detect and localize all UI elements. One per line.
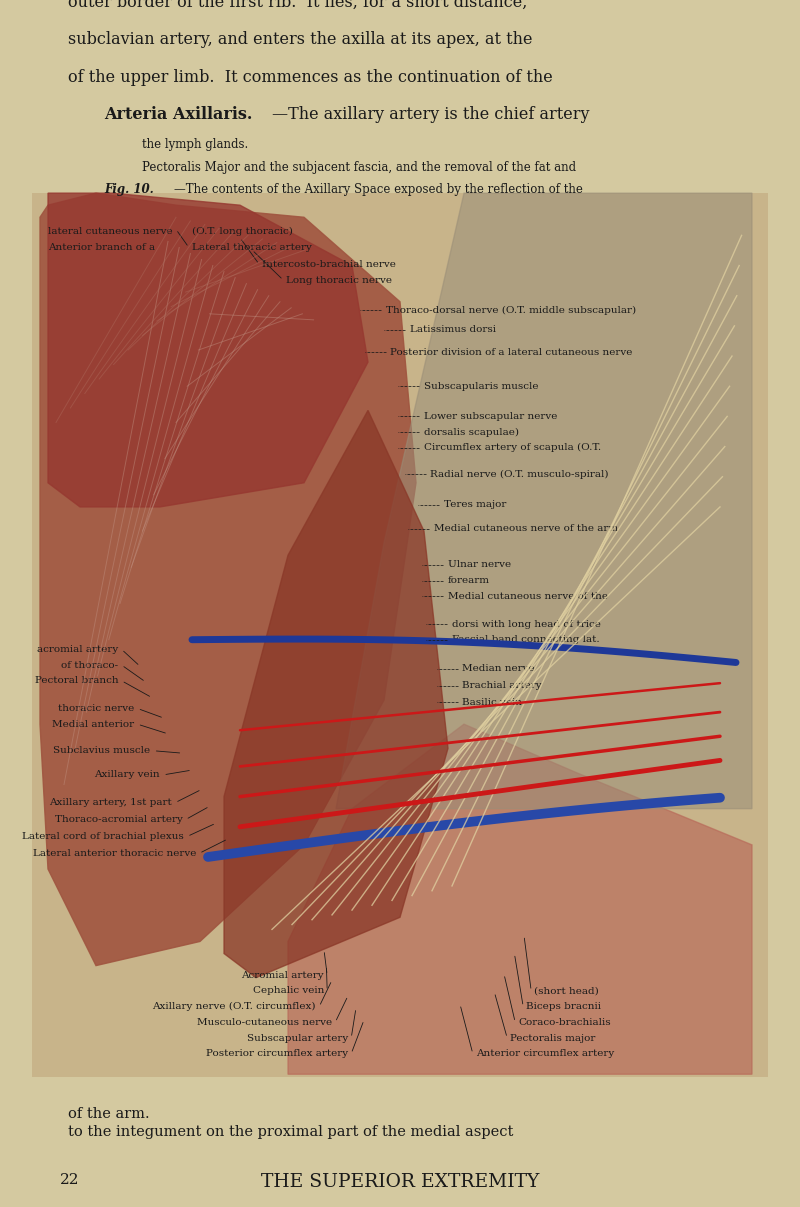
Text: Medial cutaneous nerve of the: Medial cutaneous nerve of the: [448, 591, 608, 601]
Polygon shape: [288, 724, 752, 1074]
Text: Coraco-brachialis: Coraco-brachialis: [518, 1018, 611, 1027]
Text: Lateral cord of brachial plexus: Lateral cord of brachial plexus: [22, 832, 184, 841]
Text: Pectoralis major: Pectoralis major: [510, 1033, 596, 1043]
Text: Fascial band connecting lat.: Fascial band connecting lat.: [452, 635, 600, 645]
Text: thoracic nerve: thoracic nerve: [58, 704, 134, 713]
Text: Anterior circumflex artery: Anterior circumflex artery: [476, 1049, 614, 1059]
Text: subclavian artery, and enters the axilla at its apex, at the: subclavian artery, and enters the axilla…: [68, 31, 533, 48]
Text: dorsalis scapulae): dorsalis scapulae): [424, 427, 519, 437]
Polygon shape: [336, 193, 752, 809]
Text: Median nerve: Median nerve: [462, 664, 535, 674]
Polygon shape: [48, 193, 368, 507]
Text: Lower subscapular nerve: Lower subscapular nerve: [424, 412, 558, 421]
Text: forearm: forearm: [448, 576, 490, 585]
Text: —The contents of the Axillary Space exposed by the reflection of the: —The contents of the Axillary Space expo…: [174, 183, 583, 197]
Text: Axillary vein: Axillary vein: [94, 770, 160, 780]
Text: Cephalic vein: Cephalic vein: [253, 986, 324, 996]
Text: the lymph glands.: the lymph glands.: [142, 138, 249, 151]
Polygon shape: [40, 193, 416, 966]
Text: Musculo-cutaneous nerve: Musculo-cutaneous nerve: [197, 1018, 332, 1027]
Text: Thoraco-dorsal nerve (O.T. middle subscapular): Thoraco-dorsal nerve (O.T. middle subsca…: [386, 305, 636, 315]
Text: Anterior branch of a: Anterior branch of a: [48, 243, 155, 252]
Text: outer border of the first rib.  It lies, for a short distance,: outer border of the first rib. It lies, …: [68, 0, 527, 11]
Text: dorsi with long head of trice: dorsi with long head of trice: [452, 619, 601, 629]
Text: Arteria Axillaris.: Arteria Axillaris.: [104, 106, 252, 123]
Text: Radial nerve (O.T. musculo-spiral): Radial nerve (O.T. musculo-spiral): [430, 470, 609, 479]
Text: Axillary artery, 1st part: Axillary artery, 1st part: [50, 798, 172, 807]
Text: Teres major: Teres major: [444, 500, 506, 509]
Text: Long thoracic nerve: Long thoracic nerve: [286, 275, 392, 285]
Text: Lateral anterior thoracic nerve: Lateral anterior thoracic nerve: [33, 849, 196, 858]
Text: (short head): (short head): [534, 986, 599, 996]
Text: Intercosto-brachial nerve: Intercosto-brachial nerve: [262, 260, 396, 269]
Text: Lateral thoracic artery: Lateral thoracic artery: [192, 243, 312, 252]
Text: Brachial artery: Brachial artery: [462, 681, 542, 690]
Text: Biceps bracnii: Biceps bracnii: [526, 1002, 602, 1011]
Bar: [32, 193, 768, 1077]
Text: Pectoral branch: Pectoral branch: [34, 676, 118, 686]
Text: lateral cutaneous nerve: lateral cutaneous nerve: [48, 227, 173, 237]
Text: Subclavius muscle: Subclavius muscle: [54, 746, 150, 756]
Text: Ulnar nerve: Ulnar nerve: [448, 560, 511, 570]
Text: of the upper limb.  It commences as the continuation of the: of the upper limb. It commences as the c…: [68, 69, 553, 86]
Text: Pectoralis Major and the subjacent fascia, and the removal of the fat and: Pectoralis Major and the subjacent fasci…: [142, 161, 577, 174]
Text: Basilic vein: Basilic vein: [462, 698, 522, 707]
Text: of the arm.: of the arm.: [68, 1107, 150, 1121]
Text: Posterior circumflex artery: Posterior circumflex artery: [206, 1049, 348, 1059]
Text: acromial artery: acromial artery: [37, 645, 118, 654]
Text: Posterior division of a lateral cutaneous nerve: Posterior division of a lateral cutaneou…: [390, 348, 633, 357]
Text: Circumflex artery of scapula (O.T.: Circumflex artery of scapula (O.T.: [424, 443, 601, 453]
Text: 22: 22: [60, 1173, 79, 1188]
Text: Medial cutaneous nerve of the arm: Medial cutaneous nerve of the arm: [434, 524, 618, 533]
Text: Acromial artery: Acromial artery: [242, 970, 324, 980]
Text: Medial anterior: Medial anterior: [52, 719, 134, 729]
Text: Latissimus dorsi: Latissimus dorsi: [410, 325, 496, 334]
Polygon shape: [224, 410, 448, 978]
Text: THE SUPERIOR EXTREMITY: THE SUPERIOR EXTREMITY: [261, 1173, 539, 1191]
Text: Subscapularis muscle: Subscapularis muscle: [424, 381, 538, 391]
Text: Subscapular artery: Subscapular artery: [246, 1033, 348, 1043]
Text: (O.T. long thoracic): (O.T. long thoracic): [192, 227, 293, 237]
Text: Fig. 10.: Fig. 10.: [104, 183, 154, 197]
Text: Thoraco-acromial artery: Thoraco-acromial artery: [54, 815, 182, 824]
Text: of thoraco-: of thoraco-: [62, 660, 118, 670]
Text: Axillary nerve (O.T. circumflex): Axillary nerve (O.T. circumflex): [153, 1002, 316, 1011]
Text: —The axillary artery is the chief artery: —The axillary artery is the chief artery: [272, 106, 590, 123]
Text: to the integument on the proximal part of the medial aspect: to the integument on the proximal part o…: [68, 1125, 514, 1139]
